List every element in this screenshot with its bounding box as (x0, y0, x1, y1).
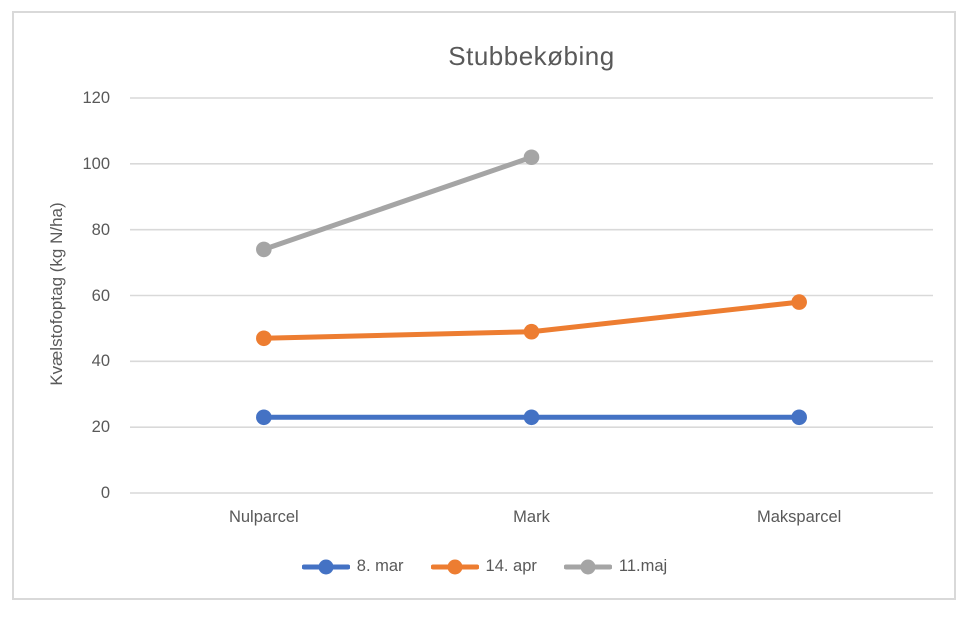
legend: 8. mar 14. apr 11.maj (0, 557, 969, 576)
chart-title: Stubbekøbing (448, 41, 615, 71)
data-point-marker (791, 294, 807, 310)
y-tick-label: 20 (91, 418, 110, 437)
legend-item: 11.maj (563, 557, 668, 576)
data-point-marker (256, 409, 272, 426)
legend-item: 8. mar (301, 557, 404, 576)
series-line-11-maj (261, 154, 534, 252)
data-point-marker (791, 409, 807, 426)
y-tick-label: 80 (91, 220, 110, 239)
legend-series-marker-icon (563, 559, 612, 574)
data-point-marker (523, 149, 540, 166)
legend-series-marker-icon (301, 559, 350, 574)
legend-item-label: 8. mar (356, 557, 404, 575)
data-point-marker (256, 330, 272, 347)
legend-series-marker-icon (430, 559, 479, 574)
legend-item-label: 11.maj (618, 557, 668, 575)
y-tick-label: 120 (82, 89, 110, 107)
y-tick-label: 40 (91, 352, 110, 371)
y-tick-label: 0 (100, 484, 110, 502)
x-category-label: Maksparcel (756, 508, 842, 526)
data-point-marker (523, 409, 540, 426)
legend-item-label: 14. apr (485, 557, 537, 575)
data-point-marker (256, 241, 272, 258)
x-category-label: Mark (513, 508, 550, 526)
legend-item: 14. apr (430, 557, 537, 576)
y-tick-label: 100 (82, 154, 110, 173)
y-tick-label: 60 (91, 286, 110, 305)
x-category-label: Nulparcel (228, 508, 299, 526)
data-point-marker (523, 323, 540, 340)
